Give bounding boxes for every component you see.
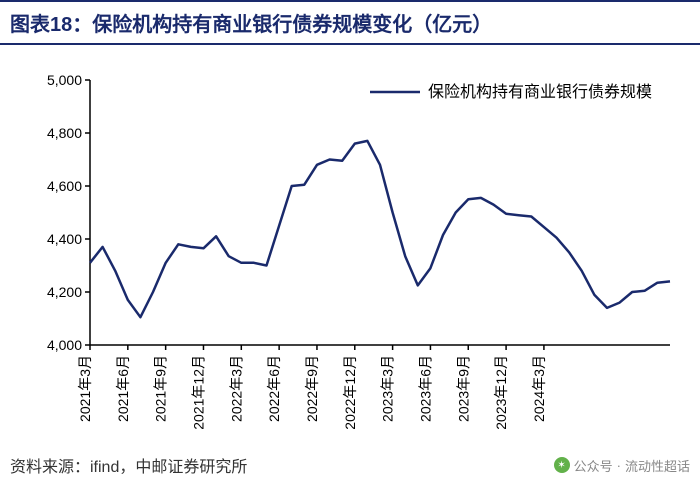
source-text: 资料来源：ifind，中邮证券研究所 [10, 453, 247, 477]
svg-text:4,200: 4,200 [47, 284, 82, 300]
svg-text:4,600: 4,600 [47, 178, 82, 194]
svg-text:2022年9月: 2022年9月 [304, 355, 320, 422]
svg-text:2023年3月: 2023年3月 [380, 355, 396, 422]
svg-text:2021年9月: 2021年9月 [153, 355, 169, 422]
svg-text:2021年12月: 2021年12月 [190, 355, 206, 430]
svg-text:2023年12月: 2023年12月 [493, 355, 509, 430]
svg-text:2022年6月: 2022年6月 [266, 355, 282, 422]
svg-text:2022年3月: 2022年3月 [228, 355, 244, 422]
svg-text:2022年12月: 2022年12月 [342, 355, 358, 430]
chart-area: 4,000 4,200 4,400 4,600 4,800 5,000 2021年3月 202… [0, 45, 700, 445]
svg-text:2021年3月: 2021年3月 [77, 355, 93, 422]
svg-text:保险机构持有商业银行债券规模: 保险机构持有商业银行债券规模 [428, 83, 652, 101]
svg-text:4,000: 4,000 [47, 337, 82, 353]
watermark-prefix: 公众号 [574, 456, 613, 475]
svg-text:2023年9月: 2023年9月 [455, 355, 471, 422]
svg-text:4,800: 4,800 [47, 125, 82, 141]
svg-text:4,400: 4,400 [47, 231, 82, 247]
wechat-icon: ✶ [554, 457, 570, 473]
watermark: ✶ 公众号 · 流动性超话 [554, 456, 690, 475]
line-chart: 4,000 4,200 4,400 4,600 4,800 5,000 2021年3月 202… [20, 55, 680, 450]
chart-title-bar: 图表18：保险机构持有商业银行债券规模变化（亿元） [0, 0, 700, 45]
watermark-dot: · [617, 458, 621, 473]
chart-title: 图表18：保险机构持有商业银行债券规模变化（亿元） [10, 8, 690, 37]
svg-text:2023年6月: 2023年6月 [417, 355, 433, 422]
svg-text:2021年6月: 2021年6月 [115, 355, 131, 422]
svg-text:2024年3月: 2024年3月 [531, 355, 547, 422]
svg-text:5,000: 5,000 [47, 72, 82, 88]
watermark-account: 流动性超话 [625, 456, 690, 475]
